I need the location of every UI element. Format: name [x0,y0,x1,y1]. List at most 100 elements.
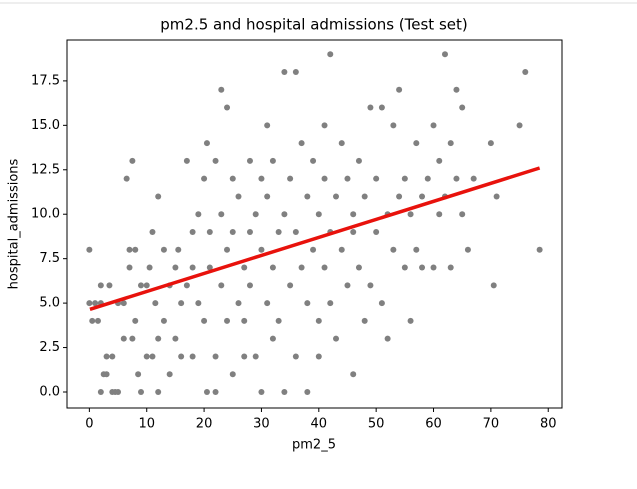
point [350,371,357,378]
point [195,300,202,307]
point [129,157,136,164]
point [123,175,130,182]
point [206,229,213,235]
point [155,193,162,200]
x-tick-label: 0 [85,417,93,432]
point [344,175,351,182]
y-tick-label: 17.5 [31,73,60,88]
point [315,353,322,360]
point [92,300,99,307]
point [201,175,208,182]
point [189,353,196,360]
point [338,140,345,147]
point [396,86,403,93]
point [287,175,294,182]
point [373,175,380,182]
point [172,335,179,342]
point [536,246,543,253]
point [390,246,397,253]
point [152,300,159,307]
x-tick-label: 10 [138,417,155,432]
point [355,264,362,271]
point [258,175,265,182]
point [97,282,104,289]
point [235,300,242,307]
point [252,211,259,218]
point [378,104,385,111]
point [146,264,153,271]
point [212,157,219,164]
point [143,353,150,360]
point [218,211,225,218]
point [281,389,288,395]
point [269,157,276,164]
regression-line [89,166,541,312]
point [218,86,225,93]
point [109,353,116,360]
x-tick-label: 70 [483,417,500,432]
point [264,193,271,200]
point [298,140,305,147]
y-tick-label: 15.0 [31,118,60,133]
y-axis-label: hospital_admissions [7,158,22,289]
point [86,246,93,253]
point [275,229,282,235]
point [203,389,210,395]
point [281,211,288,218]
point [292,229,299,235]
point [447,140,454,147]
y-tick-label: 10.0 [31,207,60,222]
point [490,282,497,289]
point [436,211,443,218]
point [175,246,182,253]
point [269,335,276,342]
point [333,193,340,200]
y-tick-label: 12.5 [31,162,60,177]
point [149,229,156,235]
point [229,229,236,235]
point [149,353,156,360]
point [155,389,162,395]
point [106,282,113,289]
point [132,317,139,324]
point [206,264,213,271]
point [367,104,374,111]
point [212,389,219,395]
x-tick-label: 20 [196,417,213,432]
point [315,211,322,218]
point [203,140,210,147]
point [94,317,101,324]
x-tick-label: 60 [425,417,442,432]
plot-frame [66,39,563,409]
point [246,229,253,235]
point [195,211,202,218]
point [407,211,414,218]
point [298,264,305,271]
point [419,193,426,200]
point [89,317,96,324]
point [269,264,276,271]
point [287,282,294,289]
y-tick-label: 5.0 [39,296,60,311]
point [396,193,403,200]
point [315,317,322,324]
point [183,282,190,289]
point [120,335,127,342]
point [129,335,136,342]
point [218,282,225,289]
point [126,264,133,271]
point [430,122,437,129]
point [321,264,328,271]
point [344,282,351,289]
x-tick-label: 50 [368,417,385,432]
point [160,317,167,324]
point [493,193,500,200]
x-tick-label: 40 [311,417,328,432]
point [137,282,144,289]
point [155,335,162,342]
point [447,264,454,271]
point [189,264,196,271]
point [350,211,357,218]
point [246,157,253,164]
point [178,353,185,360]
